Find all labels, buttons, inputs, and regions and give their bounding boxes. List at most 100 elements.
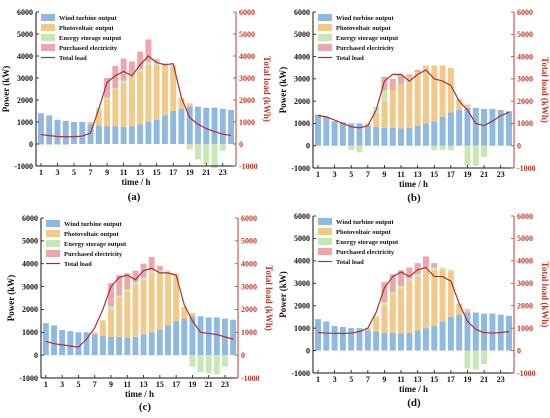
xtick-label: 3 (333, 170, 337, 179)
bar-wind-h16 (439, 321, 446, 351)
bar-wind-h3 (331, 121, 338, 146)
bar-wind-h11 (120, 126, 127, 144)
xtick-label: 17 (169, 168, 177, 177)
bar-storage-h17 (447, 145, 454, 151)
bar-wind-h11 (398, 333, 405, 351)
bar-storage-h12 (132, 282, 139, 285)
xtick-label: 21 (480, 170, 488, 179)
bar-wind-h2 (46, 115, 53, 144)
legend-entry: Purchased electricity (336, 249, 395, 256)
bar-purchased-h11 (124, 273, 131, 290)
panel-label: (a) (128, 191, 141, 203)
xtick-label: 7 (93, 380, 97, 389)
legend-entry: Photovoltaic output (64, 231, 120, 238)
xtick-label: 13 (140, 380, 148, 389)
bar-storage-h21 (203, 144, 210, 164)
bar-storage-h15 (156, 270, 163, 273)
bar-pv-h12 (132, 284, 139, 337)
bar-wind-h17 (447, 112, 454, 146)
bar-storage-h14 (148, 270, 155, 273)
y2tick-label: 3000 (517, 279, 533, 288)
bar-wind-h15 (431, 325, 438, 351)
xtick-label: 13 (136, 168, 144, 177)
bar-wind-h8 (95, 125, 102, 144)
bar-wind-h5 (348, 328, 355, 351)
bar-wind-h12 (128, 126, 135, 144)
load-line-a (40, 55, 232, 138)
bar-wind-h22 (213, 317, 220, 356)
legend: Wind turbine output Photovoltaic output En… (318, 218, 399, 266)
legend-entry: Total load (336, 259, 364, 266)
ytick-label: 1000 (294, 324, 310, 333)
bar-purchased-h12 (128, 61, 135, 75)
bar-wind-h18 (456, 110, 463, 146)
ytick-label: -1000 (14, 162, 33, 171)
bar-storage-h10 (389, 292, 396, 295)
bar-storage-h14 (145, 61, 152, 65)
legend-swatch (318, 34, 332, 41)
bar-pv-h12 (406, 76, 413, 128)
bar-wind-h4 (339, 122, 346, 146)
legend-entry: Purchased electricity (336, 45, 395, 52)
bar-storage-h20 (472, 145, 479, 166)
bar-pv-h9 (381, 305, 388, 333)
bar-wind-h24 (506, 315, 513, 351)
y2tick-label: 2000 (241, 305, 257, 314)
bar-pv-h14 (148, 272, 155, 333)
y2tick-label: 1000 (241, 328, 257, 337)
bar-storage-h3 (54, 144, 61, 146)
bar-wind-h12 (406, 127, 413, 146)
y2tick-label: 3000 (241, 282, 257, 291)
xtick-label: 9 (382, 375, 386, 384)
y-axis-label: Power (kW) (278, 67, 288, 114)
y2-axis-label: Total load (kWh) (262, 56, 272, 122)
bar-pv-h10 (389, 294, 396, 333)
bar-storage-h8 (99, 319, 106, 322)
bar-wind-h4 (67, 331, 74, 356)
bar-wind-h24 (506, 111, 513, 146)
bar-pv-h7 (91, 332, 98, 335)
bar-storage-h13 (140, 277, 147, 280)
bar-purchased-h9 (104, 78, 111, 98)
bar-purchased-h12 (406, 74, 413, 77)
bar-storage-h20 (472, 350, 479, 370)
xtick-label: 11 (124, 380, 132, 389)
y2tick-label: 0 (239, 140, 243, 149)
y2tick-label: 3000 (517, 75, 533, 84)
xtick-label: 7 (366, 375, 370, 384)
bar-wind-h5 (348, 123, 355, 146)
bar-wind-h14 (422, 123, 429, 146)
bar-wind-h7 (364, 125, 371, 146)
bar-wind-h12 (406, 332, 413, 351)
bar-wind-h22 (211, 107, 218, 144)
legend-swatch (41, 34, 55, 41)
ytick-label: 6000 (22, 214, 38, 223)
legend-entry: Energy storage output (59, 35, 122, 42)
legend-swatch (318, 14, 332, 21)
bar-wind-h14 (145, 122, 152, 144)
bar-storage-h17 (173, 272, 180, 276)
xtick-label: 23 (221, 380, 229, 389)
bar-pv-h8 (373, 113, 380, 127)
bar-purchased-h12 (132, 270, 139, 282)
y-axis-label: Power (kW) (6, 275, 16, 322)
bar-wind-h20 (195, 106, 201, 144)
bar-pv-h19 (464, 309, 471, 313)
y2tick-label: 4000 (517, 257, 533, 266)
bar-storage-h20 (197, 355, 204, 373)
bar-storage-h20 (195, 144, 201, 160)
xtick-label: 1 (316, 170, 320, 179)
bar-purchased-h9 (108, 283, 114, 306)
bar-wind-h13 (414, 125, 421, 146)
ytick-label: 2000 (17, 96, 33, 105)
bar-storage-h11 (120, 80, 127, 83)
y-axis-label: Power (kW) (1, 66, 11, 113)
bar-wind-h9 (381, 332, 388, 351)
panel-c: -1000 -1000 0 0 1000 1000 2000 2000 3000 3000 4000… (6, 214, 274, 413)
y2tick-label: -1000 (241, 374, 260, 383)
bar-wind-h13 (140, 334, 147, 356)
bar-storage-h22 (213, 355, 220, 375)
y2-axis-label: Total load (kWh) (264, 265, 274, 331)
bar-storage-h16 (161, 62, 168, 65)
y2tick-label: 2000 (517, 302, 533, 311)
